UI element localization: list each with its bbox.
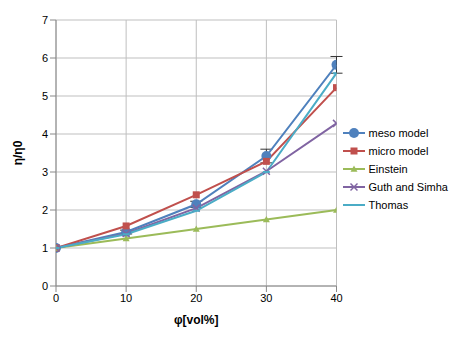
svg-text:0: 0 [42,280,48,292]
svg-text:η/η0: η/η0 [11,140,25,165]
svg-text:3: 3 [42,166,48,178]
svg-text:1: 1 [42,242,48,254]
svg-text:5: 5 [42,90,48,102]
html-text:micro model: micro model [368,145,429,157]
svg-text:4: 4 [42,128,48,140]
svg-text:6: 6 [42,52,48,64]
svg-text:20: 20 [190,292,202,304]
html-text:meso model: meso model [368,127,429,139]
svg-text:φ[vol%]: φ[vol%] [174,313,219,327]
html-text:Einstein: Einstein [368,163,408,175]
svg-text:0: 0 [53,292,59,304]
svg-text:7: 7 [42,14,48,26]
svg-text:2: 2 [42,204,48,216]
svg-text:40: 40 [330,292,342,304]
html-text:Guth and Simha: Guth and Simha [368,181,448,193]
html-text:Thomas: Thomas [368,199,409,211]
svg-text:30: 30 [260,292,272,304]
svg-text:10: 10 [120,292,132,304]
